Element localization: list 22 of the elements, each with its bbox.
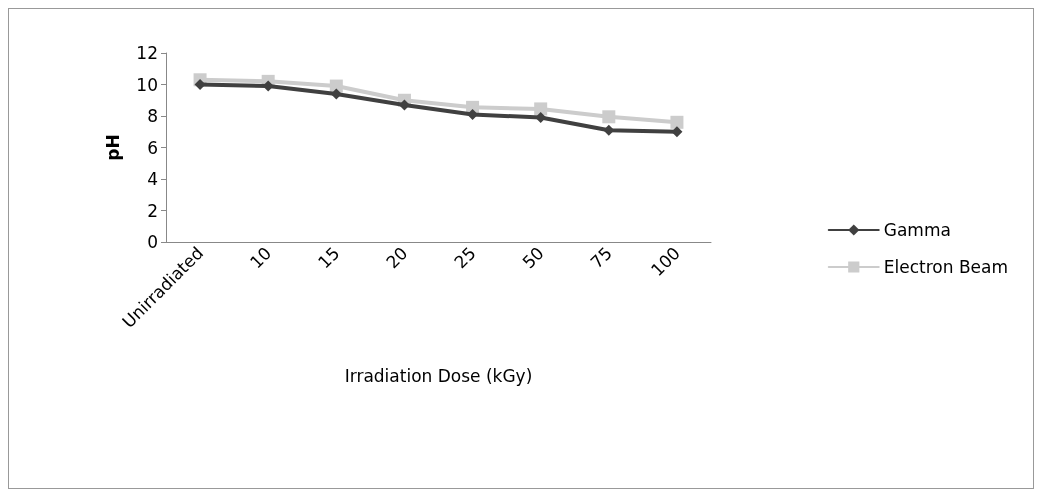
y-axis-title: pH [102,134,123,161]
x-tick-label: 10 [245,242,276,273]
point [602,110,616,124]
point [670,115,684,129]
point [535,112,547,124]
x-tick-label: 50 [518,242,548,273]
x-tick-label: 20 [382,242,412,273]
y-tick-label: 6 [147,137,158,158]
legend-label: Gamma [883,220,951,240]
y-tick-label: 2 [147,200,158,221]
x-axis-title: Irradiation Dose (kGy) [344,365,533,386]
x-tick-label: 25 [450,242,480,273]
y-tick-label: 12 [136,43,158,63]
x-tick-label: 15 [313,242,344,273]
point [534,102,548,116]
legend-label: Electron Beam [883,257,1008,277]
y-tick-label: 8 [147,106,158,126]
y-tick-label: 0 [147,232,158,252]
y-tick-label: 4 [147,169,158,189]
x-tick-label: 100 [646,242,685,280]
x-tick-label: 75 [586,242,616,273]
y-tick-label: 10 [136,74,158,95]
